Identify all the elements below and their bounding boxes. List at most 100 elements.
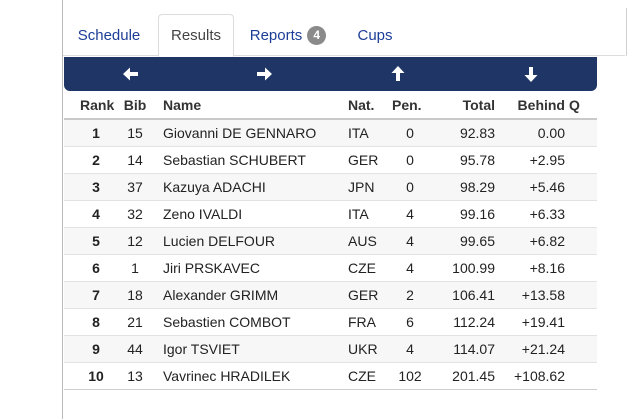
cell-bib: 1 [131, 260, 139, 276]
panel-right-border [626, 8, 627, 56]
cell-name: Vavrinec HRADILEK [163, 368, 291, 384]
previous-button[interactable] [119, 63, 143, 85]
results-table: Rank Bib Name Nat. Pen. Total Behind Q 1… [64, 92, 597, 390]
cell-name: Jiri PRSKAVEC [163, 260, 260, 276]
cell-rank: 2 [92, 152, 100, 168]
cell-pen: 0 [406, 125, 414, 141]
cell-behind: +21.24 [521, 341, 565, 357]
cell-bib: 32 [127, 206, 143, 222]
cell-pen: 4 [406, 206, 414, 222]
cell-nat: UKR [348, 341, 378, 357]
cell-behind: +13.58 [521, 287, 565, 303]
cell-total: 112.24 [453, 314, 495, 330]
cell-rank: 5 [92, 233, 100, 249]
header-behind[interactable]: Behind [517, 97, 565, 113]
cell-nat: JPN [348, 179, 375, 195]
tab-schedule[interactable]: Schedule [71, 14, 147, 56]
arrow-left-icon [123, 67, 138, 81]
navigation-bar [64, 57, 597, 91]
cell-behind: +6.33 [529, 206, 565, 222]
cell-pen: 102 [398, 368, 422, 384]
arrow-down-icon [524, 67, 538, 82]
cell-total: 99.65 [459, 233, 495, 249]
table-row[interactable]: 7 18 Alexander GRIMM GER 2 106.41 +13.58 [64, 282, 597, 309]
cell-total: 99.16 [459, 206, 495, 222]
cell-rank: 4 [92, 206, 100, 222]
next-button[interactable] [252, 63, 276, 85]
cell-name: Kazuya ADACHI [163, 179, 266, 195]
arrow-up-icon [391, 66, 405, 81]
cell-nat: CZE [348, 368, 376, 384]
tab-results[interactable]: Results [158, 14, 234, 57]
header-pen[interactable]: Pen. [392, 97, 422, 113]
cell-behind: +6.82 [529, 233, 565, 249]
header-total[interactable]: Total [462, 97, 495, 113]
cell-behind: 0.00 [537, 125, 565, 141]
header-rank[interactable]: Rank [80, 97, 115, 113]
cell-pen: 4 [406, 260, 414, 276]
cell-name: Lucien DELFOUR [163, 233, 276, 249]
cell-bib: 37 [127, 179, 143, 195]
panel-left-border [62, 0, 63, 419]
cell-total: 100.99 [452, 260, 495, 276]
tab-cups[interactable]: Cups [348, 14, 402, 56]
header-q[interactable]: Q [569, 97, 580, 113]
arrow-right-icon [257, 67, 272, 81]
cell-nat: ITA [348, 206, 369, 222]
cell-nat: FRA [348, 314, 376, 330]
cell-bib: 15 [127, 125, 143, 141]
header-name[interactable]: Name [163, 97, 202, 113]
cell-behind: +108.62 [514, 368, 565, 384]
reports-count-badge: 4 [307, 25, 327, 45]
tab-reports-label: Reports [249, 26, 303, 44]
table-row[interactable]: 2 14 Sebastian SCHUBERT GER 0 95.78 +2.9… [64, 147, 597, 174]
cell-name: Sebastien COMBOT [163, 314, 291, 330]
cell-total: 114.07 [453, 341, 495, 357]
cell-nat: ITA [348, 125, 369, 141]
tab-bar: Schedule Results Reports 4 Cups [63, 14, 625, 57]
cell-pen: 4 [406, 341, 414, 357]
tab-results-label: Results [170, 27, 222, 44]
cell-total: 92.83 [459, 125, 495, 141]
table-row[interactable]: 9 44 Igor TSVIET UKR 4 114.07 +21.24 [64, 336, 597, 363]
cell-bib: 13 [127, 368, 143, 384]
cell-pen: 2 [406, 287, 414, 303]
cell-pen: 0 [406, 152, 414, 168]
scroll-down-button[interactable] [519, 63, 543, 85]
cell-name: Giovanni DE GENNARO [163, 125, 317, 141]
header-nat[interactable]: Nat. [348, 97, 375, 113]
cell-rank: 9 [92, 341, 100, 357]
cell-behind: +2.95 [529, 152, 565, 168]
cell-total: 201.45 [452, 368, 495, 384]
header-bib[interactable]: Bib [123, 97, 147, 113]
cell-behind: +8.16 [529, 260, 565, 276]
cell-rank: 10 [88, 368, 104, 384]
cell-nat: CZE [348, 260, 376, 276]
cell-nat: GER [348, 287, 379, 303]
table-row[interactable]: 3 37 Kazuya ADACHI JPN 0 98.29 +5.46 [64, 174, 597, 201]
cell-name: Zeno IVALDI [163, 206, 243, 222]
table-row[interactable]: 10 13 Vavrinec HRADILEK CZE 102 201.45 +… [64, 363, 597, 390]
table-row[interactable]: 1 15 Giovanni DE GENNARO ITA 0 92.83 0.0… [64, 120, 597, 147]
cell-nat: AUS [348, 233, 377, 249]
tab-reports[interactable]: Reports 4 [245, 14, 331, 56]
tab-cups-label: Cups [357, 26, 393, 44]
scroll-up-button[interactable] [386, 63, 410, 85]
table-row[interactable]: 5 12 Lucien DELFOUR AUS 4 99.65 +6.82 [64, 228, 597, 255]
cell-pen: 4 [406, 233, 414, 249]
cell-nat: GER [348, 152, 379, 168]
table-row[interactable]: 4 32 Zeno IVALDI ITA 4 99.16 +6.33 [64, 201, 597, 228]
cell-bib: 14 [127, 152, 143, 168]
cell-behind: +5.46 [529, 179, 565, 195]
cell-total: 106.41 [452, 287, 495, 303]
cell-name: Alexander GRIMM [163, 287, 279, 303]
table-row[interactable]: 6 1 Jiri PRSKAVEC CZE 4 100.99 +8.16 [64, 255, 597, 282]
cell-rank: 7 [92, 287, 100, 303]
cell-pen: 6 [406, 314, 414, 330]
table-row[interactable]: 8 21 Sebastien COMBOT FRA 6 112.24 +19.4… [64, 309, 597, 336]
cell-rank: 8 [92, 314, 100, 330]
tab-schedule-label: Schedule [77, 26, 141, 44]
cell-rank: 6 [92, 260, 100, 276]
cell-bib: 44 [127, 341, 143, 357]
cell-rank: 1 [92, 125, 100, 141]
